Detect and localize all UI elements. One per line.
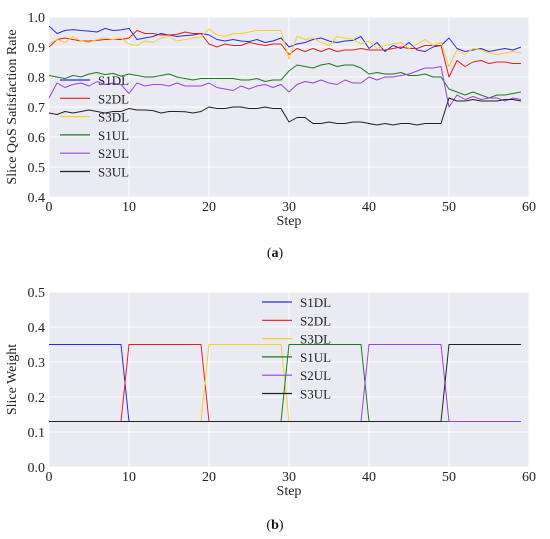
series-line-s1ul: [48, 63, 522, 99]
series-line-s2dl: [48, 30, 521, 78]
y-tick-label: 0.4: [28, 191, 46, 206]
x-tick-label: 30: [282, 470, 296, 485]
series-line-s2ul: [48, 66, 522, 108]
legend-label-s1dl: S1DL: [98, 73, 129, 88]
legend-label-s1ul: S1UL: [300, 350, 331, 365]
caption-a: (a): [266, 246, 284, 261]
y-tick-label: 0.3: [28, 356, 46, 371]
x-tick-label: 0: [46, 200, 53, 215]
chart-panel-a: 0 10 20 30 40 50 60 0.4 0.5 0.6 0.7 0.8 0.9 1.0 Step Sl…: [5, 11, 536, 229]
y-tick-label: 0.8: [28, 71, 46, 86]
chart-panel-b: 0 10 20 30 40 50 60 0.0 0.1 0.2 0.3 0.4 0.5 Step Slice…: [5, 286, 536, 499]
series-line-s3ul: [49, 344, 521, 422]
x-tick-label: 30: [282, 200, 296, 215]
y-tick-label: 0.6: [28, 131, 46, 146]
x-axis-label: Step: [277, 214, 302, 229]
legend: S1DL S2DL S3DL S1UL S2UL S3UL: [60, 73, 129, 180]
legend-label-s2dl: S2DL: [98, 91, 129, 106]
x-axis-label: Step: [277, 484, 302, 499]
legend-label-s1dl: S1DL: [300, 295, 331, 310]
caption-b: (b): [266, 518, 284, 533]
legend-label-s3ul: S3UL: [98, 165, 129, 180]
legend-label-s2dl: S2DL: [300, 313, 331, 328]
x-tick-label: 10: [122, 470, 136, 485]
y-tick-label: 0.0: [28, 461, 46, 476]
y-tick-label: 0.7: [28, 101, 46, 116]
legend-label-s3ul: S3UL: [300, 387, 331, 402]
y-tick-label: 1.0: [28, 11, 46, 26]
x-tick-label: 20: [202, 200, 216, 215]
series-line-s1dl: [48, 25, 522, 52]
x-tick-label: 0: [46, 470, 53, 485]
y-tick-label: 0.5: [28, 161, 46, 176]
y-axis-label: Slice Weight: [5, 344, 20, 415]
x-tick-label: 40: [362, 200, 376, 215]
y-tick-label: 0.4: [28, 321, 46, 336]
x-tick-label: 50: [442, 470, 456, 485]
y-tick-label: 0.5: [28, 286, 46, 301]
series-line-s3dl: [48, 28, 522, 67]
legend-label-s1ul: S1UL: [98, 128, 129, 143]
legend-label-s3dl: S3DL: [98, 110, 129, 125]
legend-label-s2ul: S2UL: [300, 368, 331, 383]
legend-label-s3dl: S3DL: [300, 332, 331, 347]
series-line-s3ul: [48, 97, 522, 126]
legend-label-s2ul: S2UL: [98, 146, 129, 161]
x-tick-label: 60: [522, 200, 536, 215]
x-tick-label: 10: [122, 200, 136, 215]
y-tick-label: 0.2: [28, 391, 46, 406]
legend: S1DL S2DL S3DL S1UL S2UL S3UL: [262, 295, 331, 402]
x-tick-label: 60: [522, 470, 536, 485]
x-tick-label: 40: [362, 470, 376, 485]
y-tick-label: 0.1: [28, 426, 46, 441]
y-axis-label: Slice QoS Satisfaction Rate: [5, 29, 20, 184]
x-tick-label: 20: [202, 470, 216, 485]
y-tick-label: 0.9: [28, 41, 46, 56]
x-tick-label: 50: [442, 200, 456, 215]
